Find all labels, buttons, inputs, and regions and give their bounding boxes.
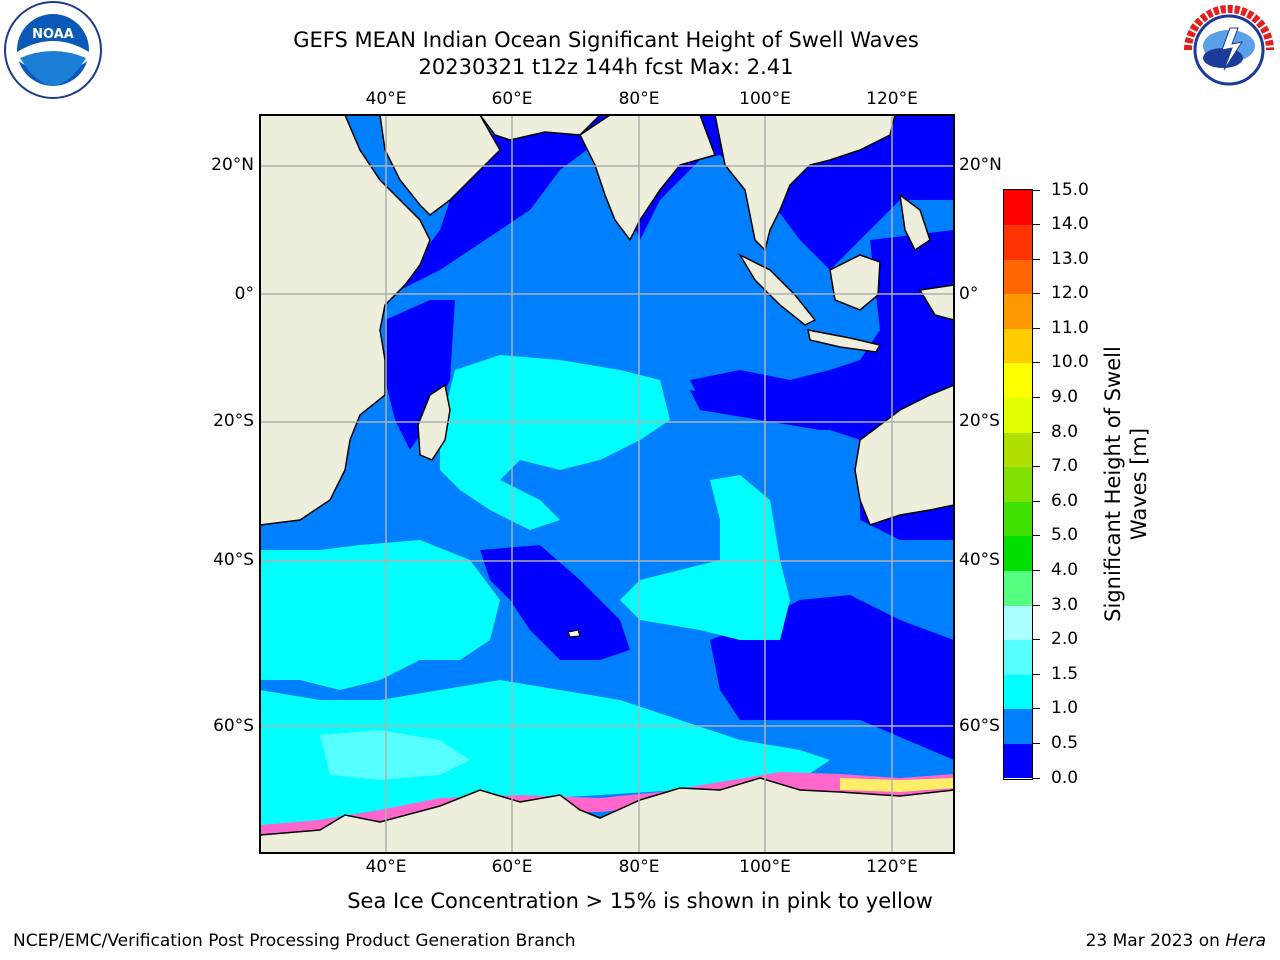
lon-label-bottom: 100°E	[739, 857, 791, 877]
colorbar-tick-label: 8.0	[1033, 422, 1078, 442]
colorbar-segment	[1004, 293, 1032, 329]
colorbar-label-line2: Waves [m]	[1127, 427, 1151, 541]
lat-label-left: 20°N	[211, 155, 254, 175]
colorbar-segment	[1004, 362, 1032, 399]
colorbar-tick-label: 5.0	[1033, 525, 1078, 545]
footer-machine: Hera	[1225, 931, 1266, 951]
colorbar-segment	[1004, 190, 1032, 226]
low-swell-madagascar	[385, 300, 455, 450]
lon-label-bottom: 40°E	[365, 857, 407, 877]
colorbar-segment	[1004, 466, 1032, 502]
colorbar-label: Significant Height of Swell Waves [m]	[1100, 324, 1152, 644]
lat-label-right: 60°S	[959, 716, 1000, 736]
footer-date-text: 23 Mar 2023 on	[1085, 931, 1220, 951]
lat-label-left: 20°S	[213, 411, 254, 431]
colorbar-tick-label: 1.0	[1033, 698, 1078, 718]
colorbar-tick-label: 13.0	[1033, 249, 1089, 269]
land-philippines	[899, 193, 931, 252]
lon-label-bottom: 80°E	[618, 857, 660, 877]
land-india	[579, 115, 716, 242]
lat-label-right: 0°	[959, 284, 979, 304]
lat-label-right: 20°S	[959, 411, 1000, 431]
colorbar-tick-label: 7.0	[1033, 456, 1078, 476]
colorbar-tick-label: 12.0	[1033, 283, 1089, 303]
colorbar-label-line1: Significant Height of Swell	[1101, 346, 1125, 622]
colorbar-segment	[1004, 432, 1032, 468]
low-swell-central-south	[480, 545, 630, 660]
colorbar-tick-label: 11.0	[1033, 318, 1089, 338]
colorbar-tick-label: 9.0	[1033, 387, 1078, 407]
swell-cyan-east	[620, 475, 790, 640]
map-frame	[259, 114, 955, 854]
land-sumatra	[738, 253, 817, 326]
colorbar-tick-label: 2.0	[1033, 629, 1078, 649]
colorbar-segment	[1004, 674, 1032, 710]
colorbar-tick-label: 14.0	[1033, 214, 1089, 234]
lat-label-right: 20°N	[959, 155, 1002, 175]
footer-date: 23 Mar 2023 on Hera	[1086, 931, 1266, 951]
land-antarctica	[260, 777, 954, 853]
gridlines	[260, 115, 954, 853]
colorbar-segment	[1004, 743, 1032, 779]
colorbar-tick-label: 6.0	[1033, 491, 1078, 511]
chart-title: GEFS MEAN Indian Ocean Significant Heigh…	[293, 28, 919, 52]
colorbar-segment	[1004, 639, 1032, 675]
colorbar-segment	[1004, 570, 1032, 606]
lon-label-top: 40°E	[365, 89, 407, 109]
land-southeast-asia	[714, 115, 896, 252]
sea-ice-caption: Sea Ice Concentration > 15% is shown in …	[347, 889, 933, 913]
lon-label-top: 120°E	[866, 89, 918, 109]
low-swell-east	[690, 230, 954, 440]
sea-ice-yellow	[840, 778, 954, 792]
chart-subtitle: 20230321 t12z 144h fcst Max: 2.41	[418, 55, 794, 79]
nws-logo	[1181, 2, 1277, 98]
colorbar-segment	[1004, 224, 1032, 260]
colorbar-tick-label: 10.0	[1033, 352, 1089, 372]
lon-label-top: 60°E	[491, 89, 533, 109]
colorbar-tick-label: 0.0	[1033, 768, 1078, 788]
lon-label-top: 100°E	[739, 89, 791, 109]
footer-credit: NCEP/EMC/Verification Post Processing Pr…	[13, 931, 576, 951]
noaa-logo-text: NOAA	[32, 27, 74, 42]
colorbar-segment	[1004, 708, 1032, 744]
colorbar-segment	[1004, 501, 1032, 537]
lat-label-left: 40°S	[213, 550, 254, 570]
swell-cyan-southwest	[260, 540, 500, 690]
colorbar-tick-label: 3.0	[1033, 595, 1078, 615]
lat-label-right: 40°S	[959, 550, 1000, 570]
colorbar-tick-label: 1.5	[1033, 664, 1078, 684]
lat-label-left: 60°S	[213, 716, 254, 736]
colorbar-tick-label: 4.0	[1033, 560, 1078, 580]
lon-label-bottom: 120°E	[866, 857, 918, 877]
swell-cyan-central	[440, 355, 670, 530]
land-australia	[854, 384, 954, 526]
lon-label-bottom: 60°E	[491, 857, 533, 877]
noaa-logo: NOAA	[4, 1, 102, 99]
land-java	[807, 329, 882, 353]
land-arabia	[379, 115, 501, 216]
colorbar-tick-label: 0.5	[1033, 733, 1078, 753]
colorbar	[1003, 189, 1033, 780]
colorbar-segment	[1004, 259, 1032, 295]
colorbar-segment	[1004, 328, 1032, 364]
lat-label-left: 0°	[234, 284, 254, 304]
colorbar-tick-label: 15.0	[1033, 180, 1089, 200]
colorbar-segment	[1004, 535, 1032, 571]
land-iran	[479, 115, 602, 141]
colorbar-segment	[1004, 397, 1032, 433]
kerguelen-island	[567, 629, 581, 638]
land-borneo	[829, 254, 881, 311]
swell-lightcyan-patch	[320, 730, 470, 780]
swell-cyan-south-belt	[260, 680, 830, 830]
colorbar-segment	[1004, 605, 1032, 641]
lon-label-top: 80°E	[618, 89, 660, 109]
